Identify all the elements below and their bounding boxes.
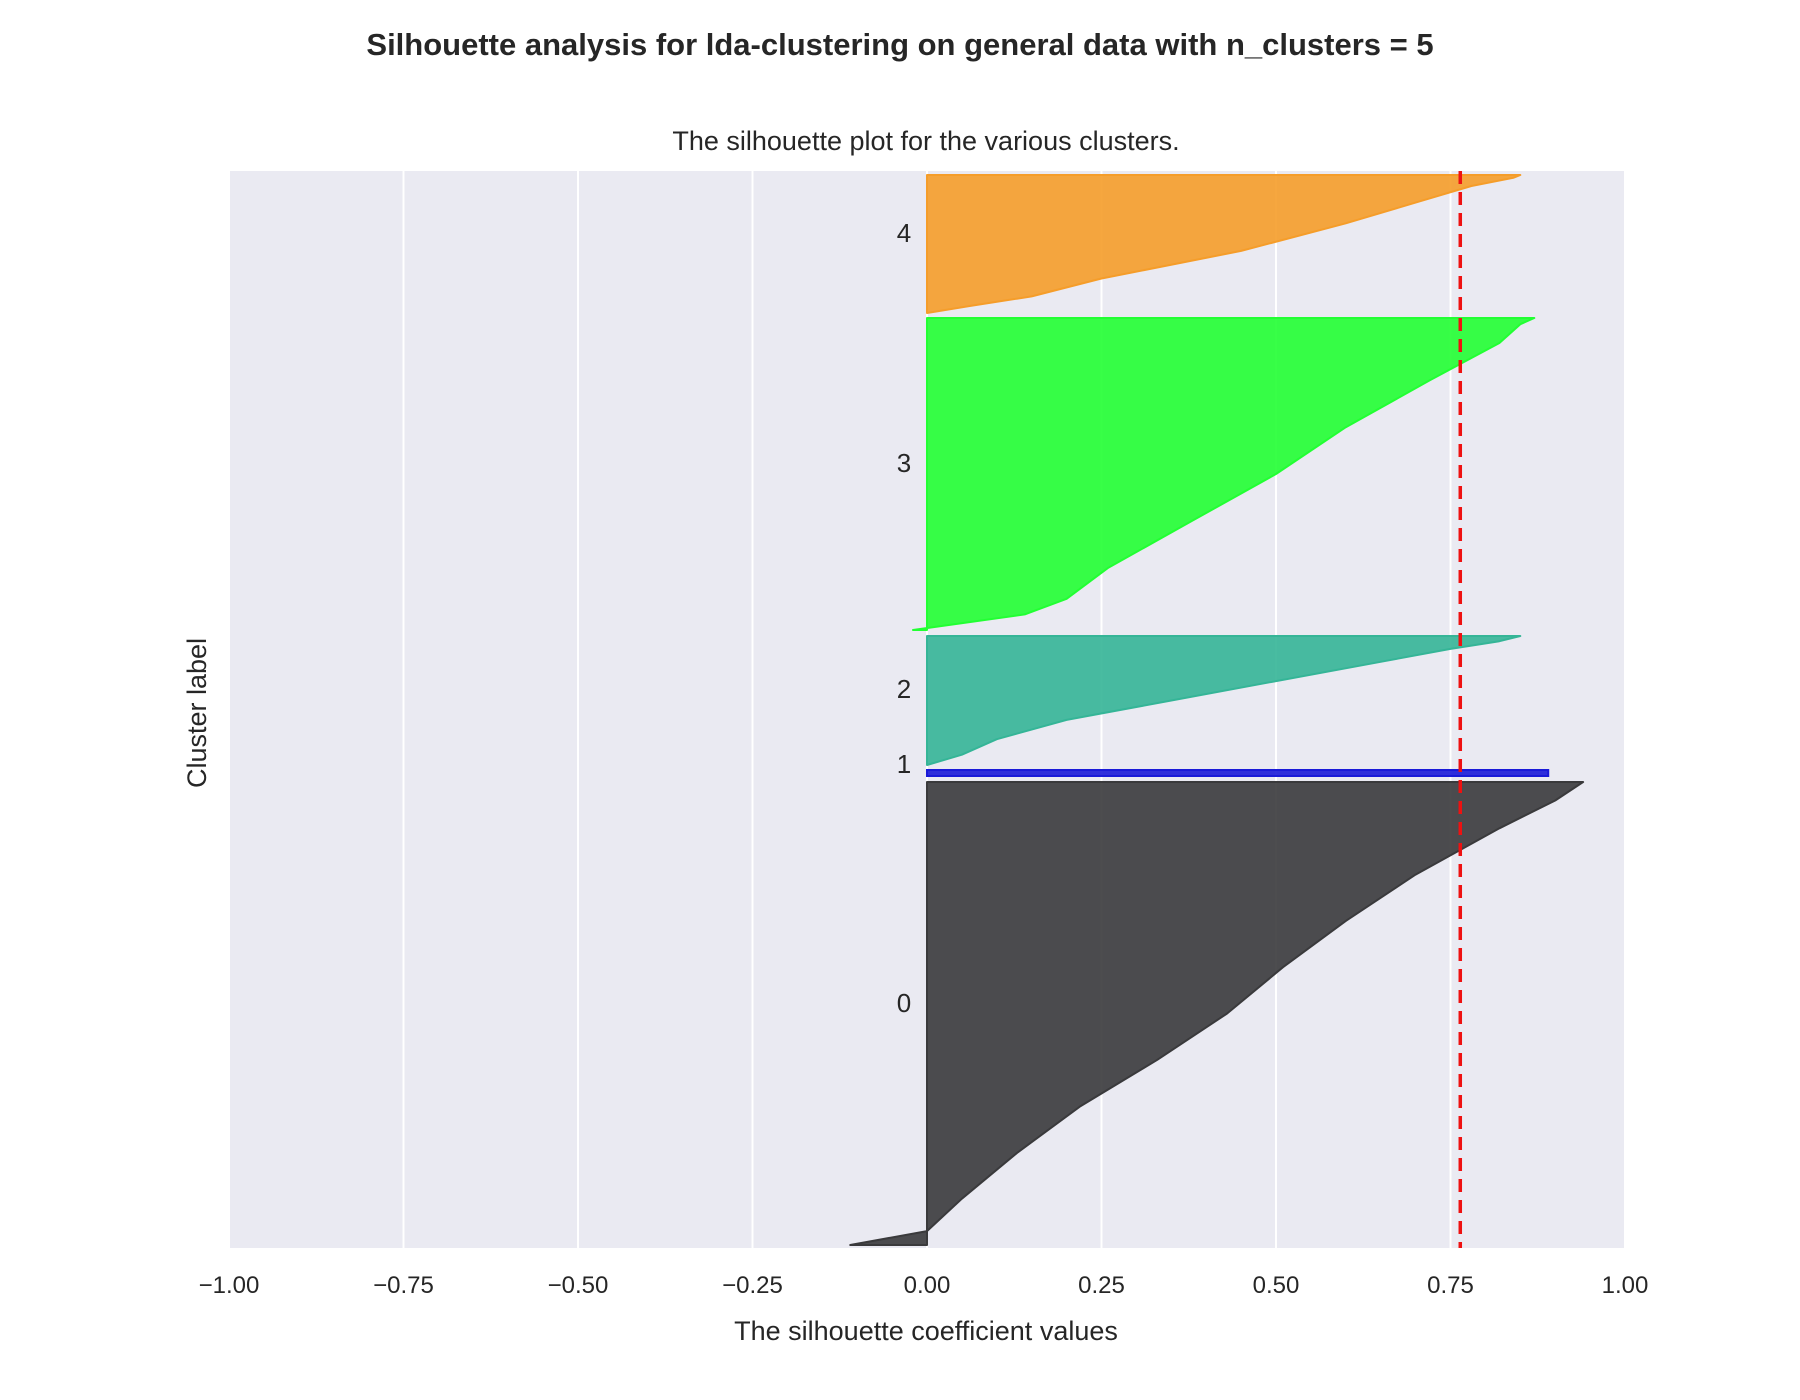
cluster-2-silhouette — [926, 635, 1522, 766]
x-tick-labels: −1.00 −0.75 −0.50 −0.25 0.00 0.25 0.50 0.75 1.00 — [199, 1272, 1649, 1299]
cluster-silhouettes: 0 1 2 3 4 — [849, 174, 1585, 1246]
cluster-0-silhouette — [849, 781, 1585, 1246]
x-tick-label-3: −0.25 — [722, 1272, 783, 1299]
x-tick-label-0: −1.00 — [199, 1272, 260, 1299]
x-tick-label-8: 1.00 — [1602, 1272, 1649, 1299]
cluster-label-4: 4 — [897, 218, 911, 248]
cluster-4-silhouette — [926, 174, 1522, 314]
cluster-label-0: 0 — [897, 988, 911, 1018]
x-tick-label-7: 0.75 — [1427, 1272, 1474, 1299]
cluster-label-2: 2 — [897, 674, 911, 704]
x-tick-label-2: −0.50 — [548, 1272, 609, 1299]
x-tick-label-5: 0.25 — [1078, 1272, 1125, 1299]
y-axis-label: Cluster label — [182, 638, 212, 788]
x-axis-label: The silhouette coefficient values — [734, 1316, 1118, 1346]
chart-title: The silhouette plot for the various clus… — [672, 126, 1179, 156]
x-tick-label-4: 0.00 — [904, 1272, 951, 1299]
cluster-1-silhouette — [926, 769, 1550, 777]
cluster-label-1: 1 — [897, 749, 911, 779]
cluster-label-3: 3 — [897, 448, 911, 478]
cluster-3-silhouette — [912, 317, 1536, 631]
x-tick-label-6: 0.50 — [1253, 1272, 1300, 1299]
x-tick-label-1: −0.75 — [373, 1272, 434, 1299]
chart-suptitle: Silhouette analysis for lda-clustering o… — [366, 27, 1433, 62]
